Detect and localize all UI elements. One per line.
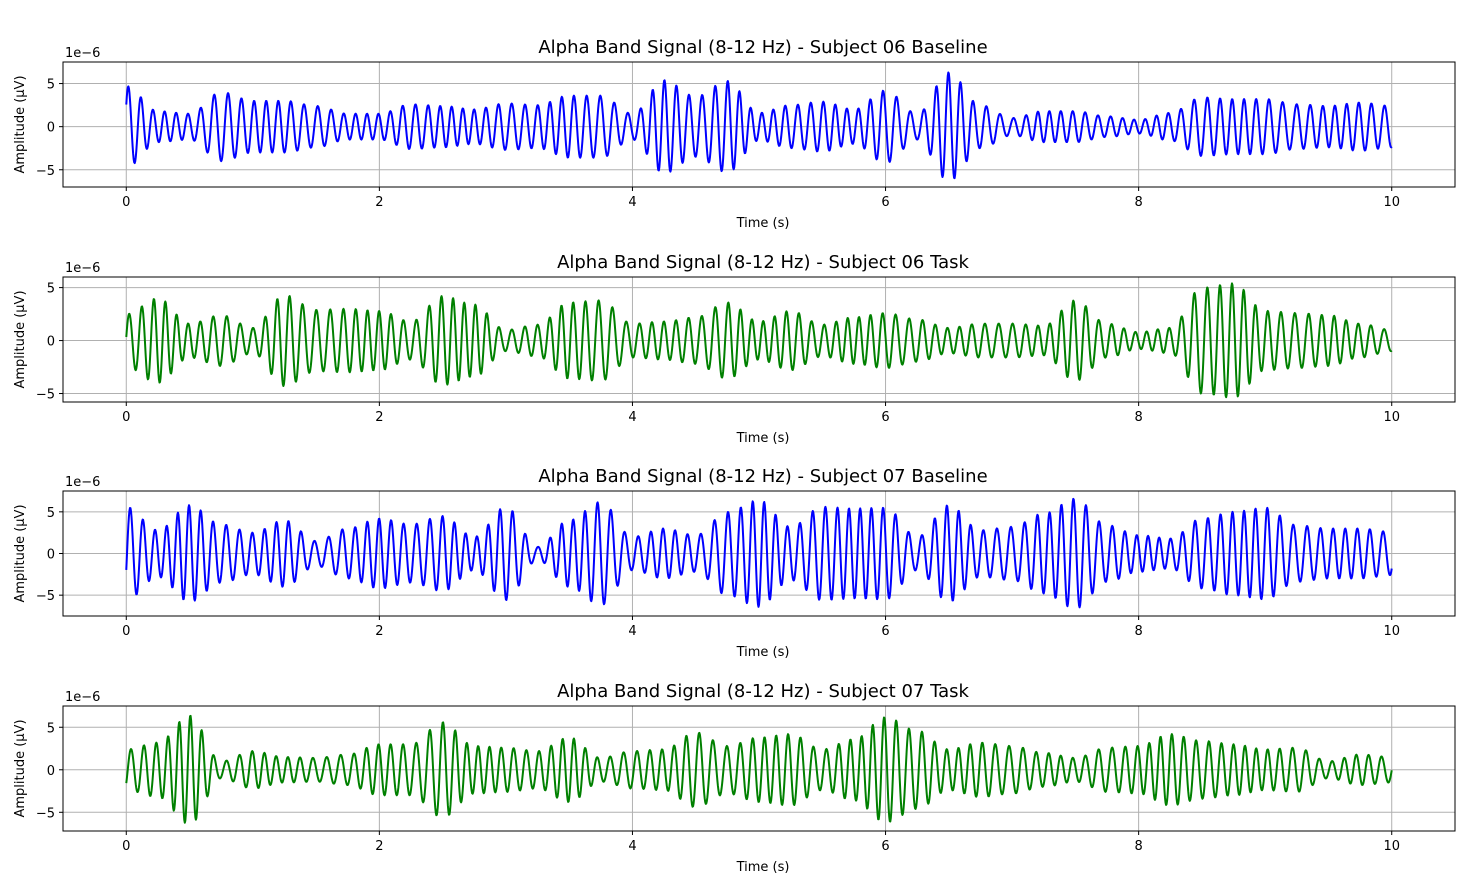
x-tick-label: 6 [881,624,889,639]
y-tick-label: −5 [36,164,55,179]
chart-title: Alpha Band Signal (8-12 Hz) - Subject 06… [557,252,969,273]
subplot-1: 0 2 4 6 8 10 −5 0 5 1e−6 Alpha Band Signal (8-12 H… [13,37,1456,231]
x-tick-label: 0 [122,624,130,639]
x-tick-label: 0 [122,839,130,854]
chart-title: Alpha Band Signal (8-12 Hz) - Subject 06… [538,37,987,58]
signal-line [125,497,1393,609]
x-tick-label: 8 [1134,410,1142,425]
subplot-3: 0 2 4 6 8 10 −5 0 5 1e−6 Alpha Band Signal (8-12 H… [13,466,1456,660]
x-axis-label: Time (s) [736,431,790,446]
y-tick-label: 0 [47,121,55,136]
subplot-4: 0 2 4 6 8 10 −5 0 5 1e−6 Alpha Band Signal (8-12 H… [13,681,1456,875]
x-tick-label: 8 [1134,624,1142,639]
subplot-2: 0 2 4 6 8 10 −5 0 5 1e−6 Alpha Band Signal (8-12 H… [13,252,1456,446]
x-tick-label: 6 [881,410,889,425]
y-tick-label: 5 [47,282,55,297]
x-tick-label: 8 [1134,195,1142,210]
x-tick-label: 4 [628,195,636,210]
x-tick-label: 2 [375,624,383,639]
axes-frame [62,61,1456,188]
y-tick-label: 0 [47,335,55,350]
y-tick-label: 5 [47,78,55,93]
x-tick-label: 2 [375,410,383,425]
x-tick-label: 10 [1383,410,1400,425]
x-tick-label: 2 [375,839,383,854]
signal-line [125,71,1393,180]
y-offset-label: 1e−6 [65,475,100,490]
x-tick-label: 0 [122,410,130,425]
y-axis-label: Amplitude (µV) [13,504,28,602]
signal-line [125,714,1393,824]
x-tick-label: 4 [628,624,636,639]
x-axis-label: Time (s) [736,216,790,231]
x-tick-label: 4 [628,839,636,854]
y-axis-label: Amplitude (µV) [13,290,28,388]
x-axis-label: Time (s) [736,860,790,875]
x-axis-label: Time (s) [736,645,790,660]
panels: 0 2 4 6 8 10 −5 0 5 1e−6 Alpha Band Signal (8-12 H… [13,37,1456,875]
axes-frame [62,705,1456,832]
x-tick-label: 10 [1383,839,1400,854]
x-tick-label: 4 [628,410,636,425]
axes-frame [62,276,1456,403]
y-tick-label: 0 [47,764,55,779]
x-tick-label: 6 [881,195,889,210]
y-axis-label: Amplitude (µV) [13,75,28,173]
y-tick-label: −5 [36,806,55,821]
x-tick-label: 6 [881,839,889,854]
signal-line [125,282,1393,399]
y-offset-label: 1e−6 [65,46,100,61]
x-tick-label: 10 [1383,195,1400,210]
chart-title: Alpha Band Signal (8-12 Hz) - Subject 07… [538,466,987,487]
y-axis-label: Amplitude (µV) [13,719,28,817]
x-tick-label: 0 [122,195,130,210]
y-tick-label: 0 [47,548,55,563]
y-tick-label: −5 [36,589,55,604]
y-offset-label: 1e−6 [65,690,100,705]
x-tick-label: 2 [375,195,383,210]
x-tick-label: 8 [1134,839,1142,854]
chart-title: Alpha Band Signal (8-12 Hz) - Subject 07… [557,681,969,702]
y-offset-label: 1e−6 [65,261,100,276]
y-tick-label: 5 [47,506,55,521]
x-tick-label: 10 [1383,624,1400,639]
y-tick-label: −5 [36,388,55,403]
y-tick-label: 5 [47,721,55,736]
